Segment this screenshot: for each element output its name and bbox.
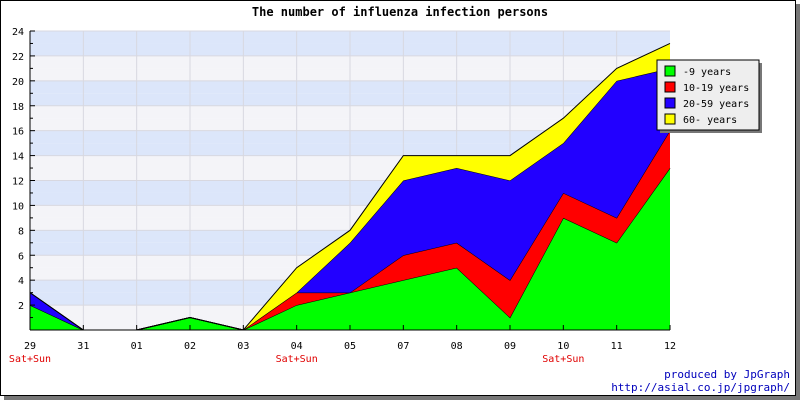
legend-label: 20-59 years — [683, 99, 749, 110]
legend: -9 years 10-19 years 20-59 years 60- years — [656, 59, 762, 133]
y-tick-label: 18 — [12, 102, 24, 113]
legend-swatch — [664, 81, 676, 93]
x-tick-label: 11 — [611, 341, 623, 352]
y-tick-label: 14 — [12, 152, 24, 163]
credit-text: produced by JpGraph — [664, 368, 790, 381]
x-tick-label: 02 — [184, 341, 196, 352]
series-area-3 — [30, 68, 670, 330]
legend-swatch — [664, 113, 676, 125]
x-tick-label: 31 — [77, 341, 89, 352]
y-tick-label: 16 — [12, 127, 24, 138]
x-tick-label: 04 — [291, 341, 303, 352]
y-tick-label: 10 — [12, 201, 24, 212]
x-weekend-label: Sat+Sun — [542, 354, 584, 365]
x-tick-label: 01 — [131, 341, 143, 352]
legend-swatch — [664, 97, 676, 109]
x-tick-label: 05 — [344, 341, 356, 352]
y-tick-label: 20 — [12, 77, 24, 88]
x-tick-label: 10 — [557, 341, 569, 352]
chart-title: The number of influenza infection person… — [252, 5, 548, 19]
credit-link[interactable]: http://asial.co.jp/jpgraph/ — [611, 381, 790, 394]
y-tick-label: 6 — [18, 251, 24, 262]
legend-label: -9 years — [683, 67, 731, 78]
y-tick-label: 24 — [12, 27, 24, 38]
legend-label: 60- years — [683, 115, 737, 126]
y-tick-label: 12 — [12, 177, 24, 188]
x-tick-label: 29 — [24, 341, 36, 352]
legend-label: 10-19 years — [683, 83, 749, 94]
y-tick-label: 8 — [18, 226, 24, 237]
series-area-1 — [30, 168, 670, 330]
series-area-2 — [30, 130, 670, 330]
y-tick-label: 2 — [18, 301, 24, 312]
x-weekend-label: Sat+Sun — [276, 354, 318, 365]
legend-swatch — [664, 65, 676, 77]
x-tick-label: 03 — [237, 341, 249, 352]
x-tick-label: 09 — [504, 341, 516, 352]
x-weekend-label: Sat+Sun — [9, 354, 51, 365]
x-axis-ticks: 29 Sat+Sun 31 01 02 03 04 Sat+Sun 05 07 08 09 10 Sat+… — [9, 325, 676, 365]
y-tick-label: 4 — [18, 276, 24, 287]
y-tick-label: 22 — [12, 52, 24, 63]
x-tick-label: 07 — [397, 341, 409, 352]
x-tick-label: 08 — [451, 341, 463, 352]
x-tick-label: 12 — [664, 341, 676, 352]
